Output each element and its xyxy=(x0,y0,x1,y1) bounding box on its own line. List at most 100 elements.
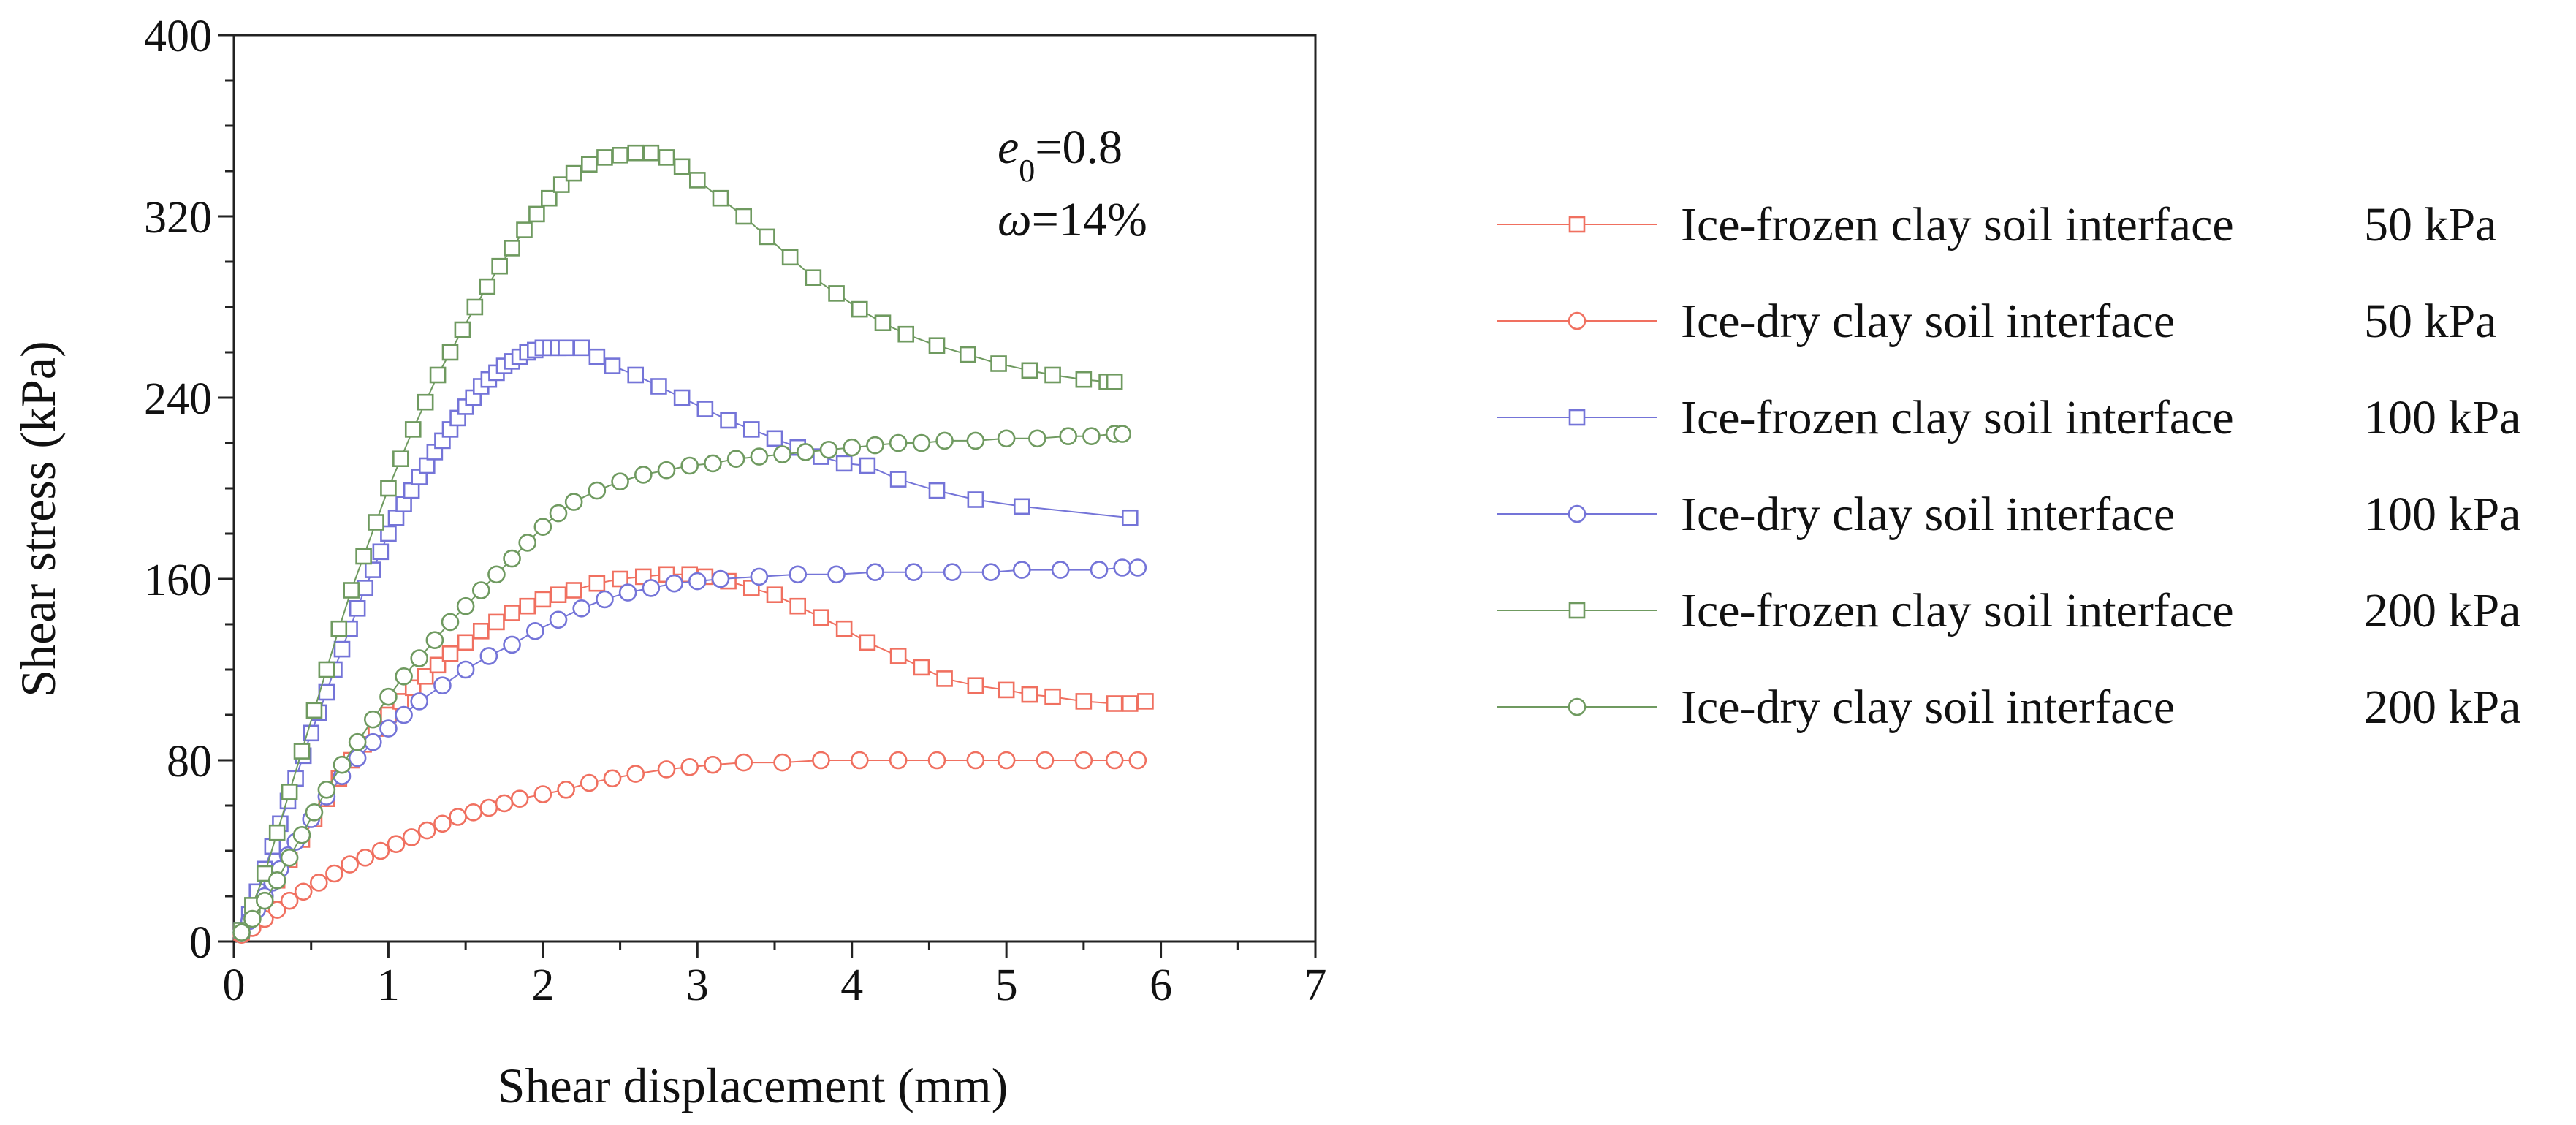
data-point xyxy=(805,269,822,287)
data-point xyxy=(368,514,384,531)
y-tick-label: 160 xyxy=(144,556,212,605)
data-point xyxy=(596,149,613,166)
data-point xyxy=(904,563,923,582)
data-point xyxy=(874,314,892,332)
x-tick-label: 5 xyxy=(995,961,1018,1010)
data-point xyxy=(267,871,286,890)
data-point xyxy=(1074,751,1093,770)
legend-marker xyxy=(1568,311,1587,330)
data-point xyxy=(348,732,367,751)
y-tick-label: 0 xyxy=(189,918,212,968)
data-point xyxy=(573,339,590,357)
data-point xyxy=(959,346,976,363)
data-point xyxy=(549,610,568,629)
data-point xyxy=(255,891,274,910)
data-point xyxy=(504,605,520,621)
data-point xyxy=(966,431,985,450)
data-point xyxy=(343,582,360,599)
y-tick-label: 80 xyxy=(167,737,212,787)
data-point xyxy=(889,648,907,664)
x-tick-label: 1 xyxy=(377,961,400,1010)
annotation-water-content: ω=14% xyxy=(998,193,1147,246)
data-point xyxy=(1121,509,1139,526)
data-point xyxy=(552,176,570,193)
data-point xyxy=(357,580,374,596)
data-point xyxy=(1105,751,1124,770)
legend-label: Ice-frozen clay soil interface xyxy=(1681,584,2234,637)
data-point xyxy=(456,596,475,615)
data-point xyxy=(565,582,582,599)
series-2 xyxy=(232,751,1147,944)
data-point xyxy=(967,677,984,694)
data-point xyxy=(325,864,343,883)
data-point xyxy=(611,472,629,491)
data-point xyxy=(588,348,606,365)
data-point xyxy=(657,461,676,480)
data-point xyxy=(927,751,946,770)
data-point xyxy=(711,569,730,588)
data-point xyxy=(612,147,628,164)
data-point xyxy=(504,240,520,257)
data-point xyxy=(1075,693,1093,710)
data-point xyxy=(232,923,251,942)
data-point xyxy=(734,753,753,772)
data-point xyxy=(572,599,591,618)
data-point xyxy=(392,450,409,468)
annotation-void-ratio: e0=0.8 xyxy=(998,121,1122,189)
data-point xyxy=(928,482,946,499)
data-point xyxy=(363,710,382,729)
data-point xyxy=(380,525,397,542)
legend-entry-6: Ice-dry clay soil interface 200 kPa xyxy=(1497,681,2521,734)
data-point xyxy=(280,891,299,910)
data-point xyxy=(466,298,484,316)
data-point xyxy=(479,278,496,295)
data-point xyxy=(410,692,429,711)
legend-entry-2: Ice-dry clay soil interface 50 kPa xyxy=(1497,295,2497,348)
data-point xyxy=(773,445,791,463)
data-point xyxy=(1137,693,1154,710)
data-point xyxy=(773,753,791,772)
y-tick-label: 400 xyxy=(144,12,212,61)
data-point xyxy=(673,389,691,406)
data-point xyxy=(281,784,298,800)
series-layer xyxy=(232,144,1154,944)
data-point xyxy=(479,647,498,665)
data-point xyxy=(742,421,760,438)
data-point xyxy=(1013,498,1030,515)
data-point xyxy=(819,440,838,459)
data-point xyxy=(835,620,853,637)
data-point xyxy=(1051,561,1070,579)
legend-pressure: 200 kPa xyxy=(2364,681,2521,734)
data-point xyxy=(293,743,311,760)
data-point xyxy=(355,548,372,565)
data-point xyxy=(735,208,753,225)
data-point xyxy=(395,705,413,724)
data-point xyxy=(657,760,676,779)
data-point xyxy=(766,586,783,604)
data-point xyxy=(997,429,1016,448)
data-point xyxy=(341,855,359,874)
data-point xyxy=(1021,362,1038,379)
x-tick-label: 0 xyxy=(223,961,246,1010)
data-point xyxy=(294,882,313,901)
data-point xyxy=(464,803,483,822)
data-point xyxy=(268,824,286,841)
data-point xyxy=(280,849,299,867)
data-point xyxy=(363,732,382,751)
data-point xyxy=(851,300,868,318)
data-point xyxy=(789,597,807,615)
data-point xyxy=(429,656,447,674)
series-1 xyxy=(233,566,1154,941)
data-point xyxy=(1106,695,1123,712)
data-point xyxy=(410,649,429,667)
data-point xyxy=(495,794,514,813)
legend-label: Ice-dry clay soil interface xyxy=(1681,295,2175,348)
tick-labels: 0 1 2 3 4 5 6 7 0 80 160 240 320 400 xyxy=(144,12,1327,1010)
data-point xyxy=(688,172,706,189)
data-point xyxy=(1059,427,1078,446)
data-point xyxy=(580,773,599,792)
data-point xyxy=(267,901,286,919)
data-point xyxy=(935,431,954,450)
legend-pressure: 100 kPa xyxy=(2364,488,2521,541)
